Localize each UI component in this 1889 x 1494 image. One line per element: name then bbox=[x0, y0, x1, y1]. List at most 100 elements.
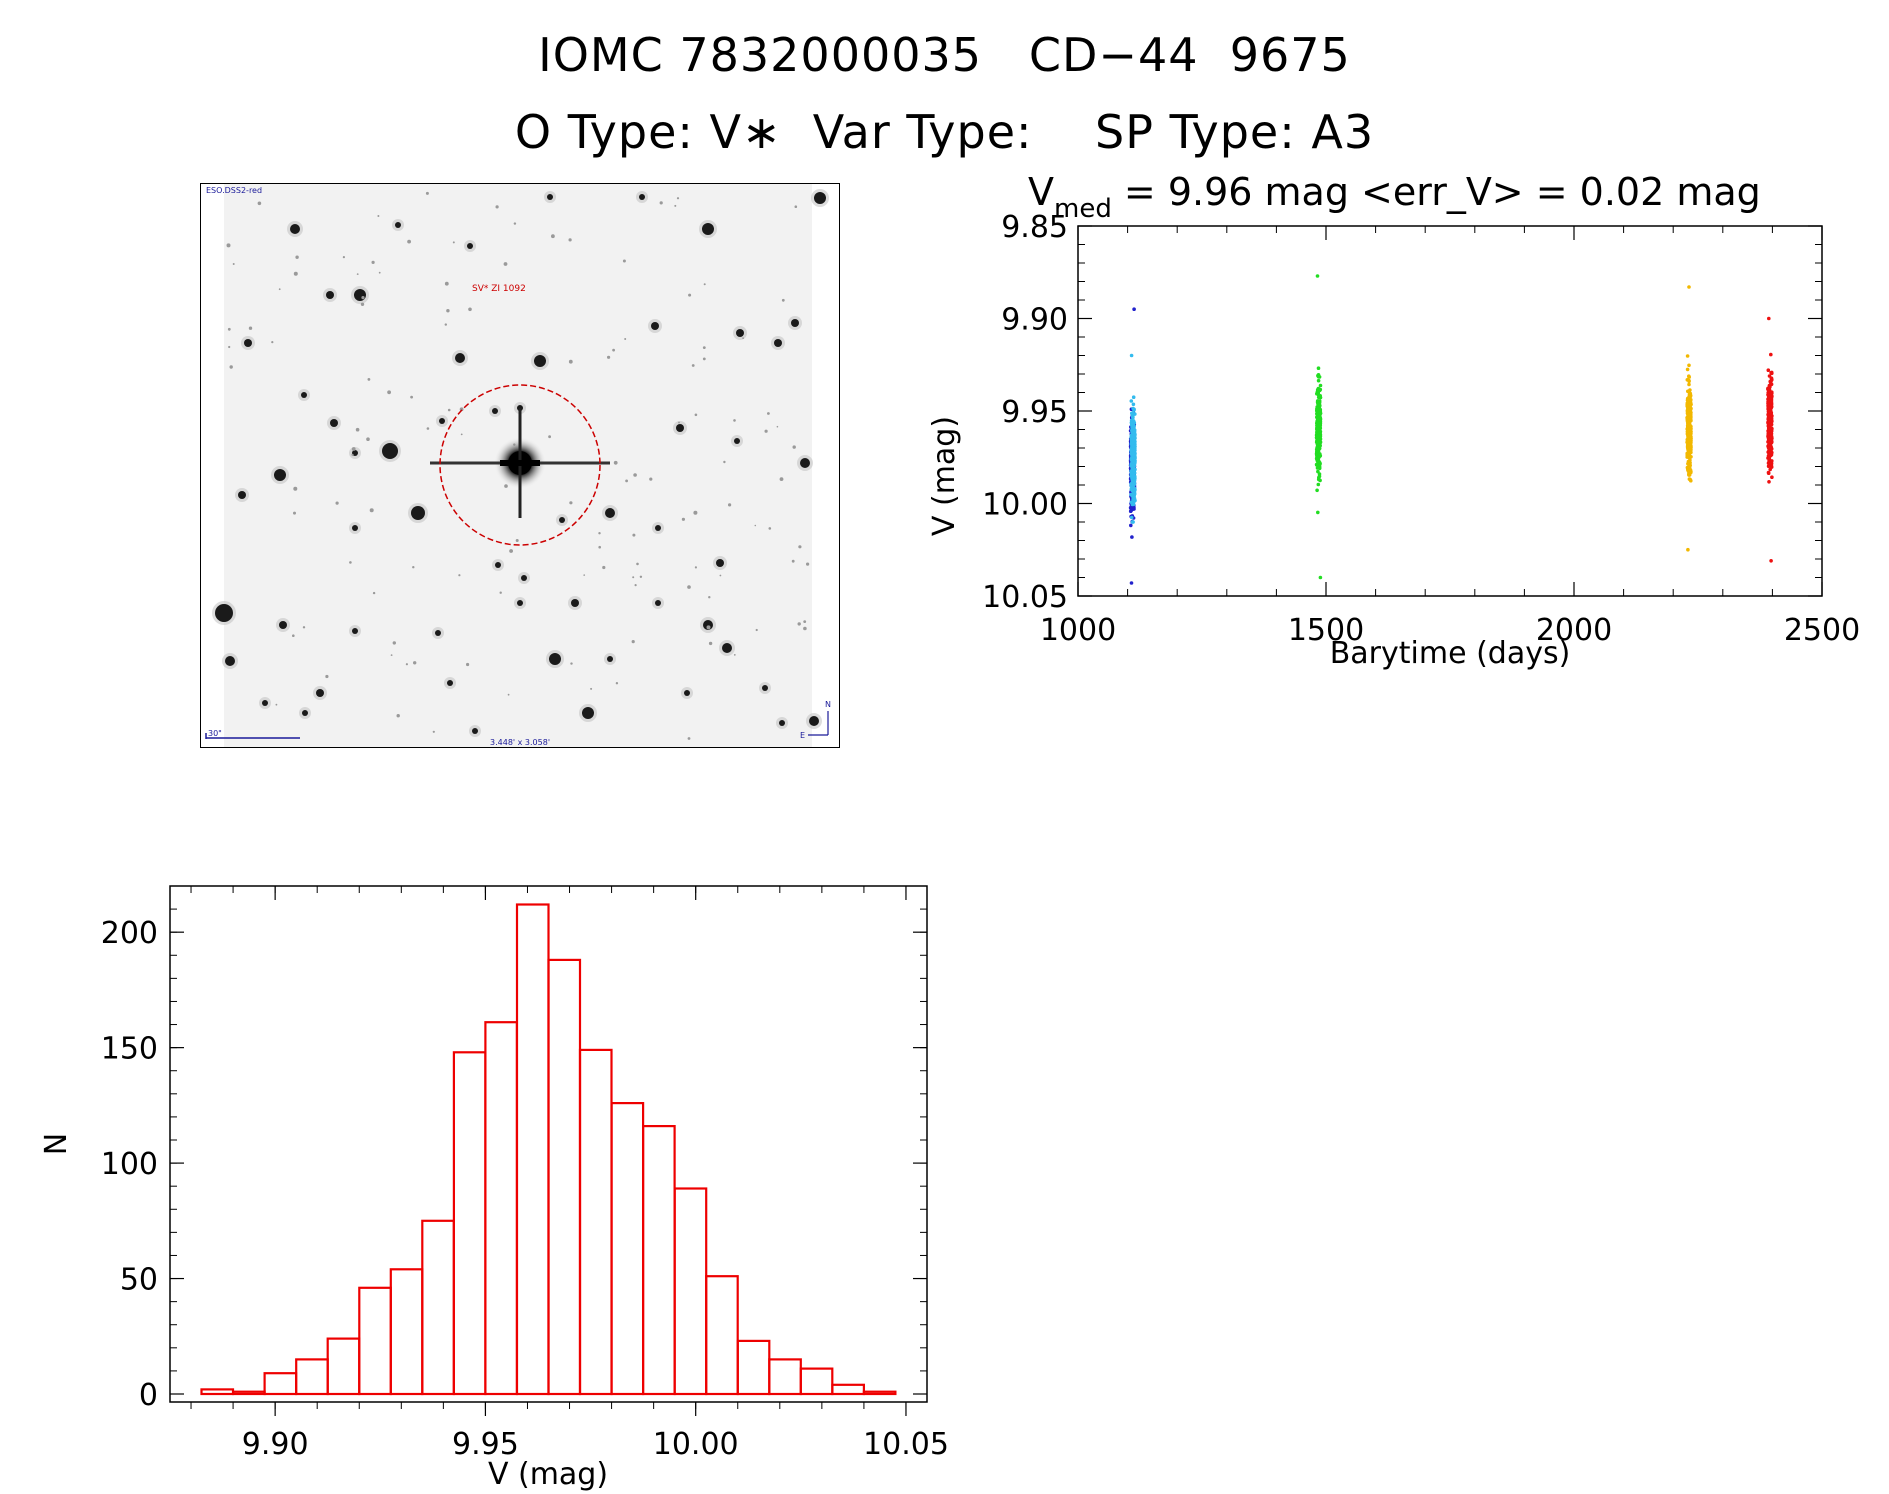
histogram-bar bbox=[673, 1187, 708, 1396]
light-curve-point bbox=[1128, 506, 1133, 510]
light-curve-point bbox=[1315, 274, 1320, 278]
faint-star bbox=[706, 625, 711, 630]
faint-star bbox=[356, 273, 359, 275]
faint-star bbox=[248, 326, 253, 330]
star bbox=[302, 710, 308, 716]
hist-x-tick-label: 10.00 bbox=[653, 1427, 739, 1462]
faint-star bbox=[694, 413, 698, 417]
star bbox=[411, 506, 425, 520]
light-curve-point bbox=[1685, 455, 1689, 459]
faint-star bbox=[632, 576, 635, 579]
faint-star bbox=[767, 412, 770, 415]
star bbox=[800, 458, 810, 468]
star bbox=[814, 192, 826, 204]
light-curve-points bbox=[1128, 274, 1774, 585]
light-curve-point bbox=[1767, 316, 1771, 321]
light-curve-point bbox=[1688, 388, 1692, 392]
faint-star bbox=[768, 527, 772, 530]
light-curve-point bbox=[1767, 451, 1771, 456]
histogram-bar bbox=[862, 1390, 897, 1396]
light-curve-point bbox=[1768, 410, 1773, 414]
faint-star bbox=[702, 346, 706, 349]
faint-star bbox=[360, 302, 365, 306]
star bbox=[395, 222, 401, 228]
x-tick-label: 2000 bbox=[1536, 613, 1612, 648]
star bbox=[559, 517, 565, 523]
star bbox=[492, 408, 498, 414]
light-curve-point bbox=[1766, 399, 1770, 404]
faint-star bbox=[413, 661, 417, 665]
faint-star bbox=[407, 239, 411, 244]
star bbox=[467, 243, 473, 249]
star bbox=[809, 716, 819, 726]
star bbox=[472, 728, 478, 734]
y-tick-label: 10.00 bbox=[982, 488, 1068, 523]
faint-star bbox=[583, 574, 585, 576]
light-curve-point bbox=[1687, 473, 1692, 477]
hist-x-tick-label: 9.90 bbox=[242, 1427, 309, 1462]
faint-star bbox=[378, 271, 381, 274]
light-curve-point bbox=[1130, 411, 1134, 416]
star bbox=[244, 339, 252, 347]
light-curve-point bbox=[1686, 443, 1691, 448]
histogram-bar bbox=[736, 1339, 771, 1396]
light-curve-point bbox=[1315, 406, 1319, 411]
histogram-bar bbox=[547, 958, 582, 1396]
light-curve-point bbox=[1315, 466, 1320, 470]
light-curve-point bbox=[1767, 446, 1772, 450]
faint-star bbox=[568, 238, 572, 242]
histogram-bar bbox=[200, 1388, 235, 1396]
faint-star bbox=[702, 357, 706, 361]
faint-star bbox=[779, 477, 784, 481]
faint-star bbox=[351, 447, 356, 451]
light-curve-point bbox=[1316, 403, 1321, 407]
light-curve-point bbox=[1129, 452, 1134, 456]
light-curve-point bbox=[1767, 456, 1772, 460]
faint-star bbox=[607, 355, 611, 359]
light-curve-ylabel: V (mag) bbox=[927, 416, 962, 536]
finder-chart-image: ESO.DSS2-red SV* ZI 1092 30" 3.448' x 3.… bbox=[200, 183, 840, 748]
star bbox=[791, 319, 799, 327]
light-curve-point bbox=[1316, 366, 1321, 370]
light-curve-point bbox=[1316, 482, 1321, 487]
faint-star bbox=[271, 341, 274, 344]
light-curve-point bbox=[1315, 434, 1320, 439]
light-curve-point bbox=[1315, 488, 1319, 493]
histogram-bar bbox=[641, 1125, 676, 1396]
north-label: N bbox=[825, 700, 831, 709]
histogram-ylabel: N bbox=[39, 1133, 74, 1155]
faint-star bbox=[390, 654, 393, 656]
faint-star bbox=[798, 545, 802, 549]
faint-star bbox=[275, 703, 278, 706]
star bbox=[639, 194, 645, 200]
faint-star bbox=[396, 714, 400, 718]
star bbox=[517, 600, 523, 606]
histogram-xlabel: V (mag) bbox=[488, 1457, 608, 1492]
faint-star bbox=[742, 337, 744, 339]
star bbox=[651, 322, 659, 330]
histogram-bar bbox=[799, 1367, 834, 1396]
star bbox=[534, 355, 546, 367]
star bbox=[447, 680, 453, 686]
star bbox=[435, 630, 441, 636]
x-tick-label: 2500 bbox=[1784, 613, 1860, 648]
light-curve-plot-frame bbox=[1077, 225, 1823, 597]
star bbox=[262, 700, 268, 706]
faint-star bbox=[803, 626, 807, 631]
light-curve-point bbox=[1131, 395, 1136, 399]
light-curve-point bbox=[1688, 412, 1692, 416]
faint-star bbox=[681, 517, 685, 521]
star bbox=[330, 419, 338, 427]
light-curve-point bbox=[1685, 367, 1690, 372]
faint-star bbox=[335, 501, 339, 505]
faint-star bbox=[509, 549, 513, 553]
star bbox=[736, 329, 744, 337]
histogram-bars bbox=[200, 903, 897, 1396]
light-curve-point bbox=[1131, 475, 1136, 479]
light-curve-point bbox=[1316, 378, 1321, 383]
light-curve-point bbox=[1689, 402, 1693, 407]
compass-icon: N E bbox=[800, 700, 831, 740]
faint-star bbox=[405, 663, 408, 666]
faint-star bbox=[639, 575, 643, 578]
light-curve-point bbox=[1317, 424, 1322, 428]
